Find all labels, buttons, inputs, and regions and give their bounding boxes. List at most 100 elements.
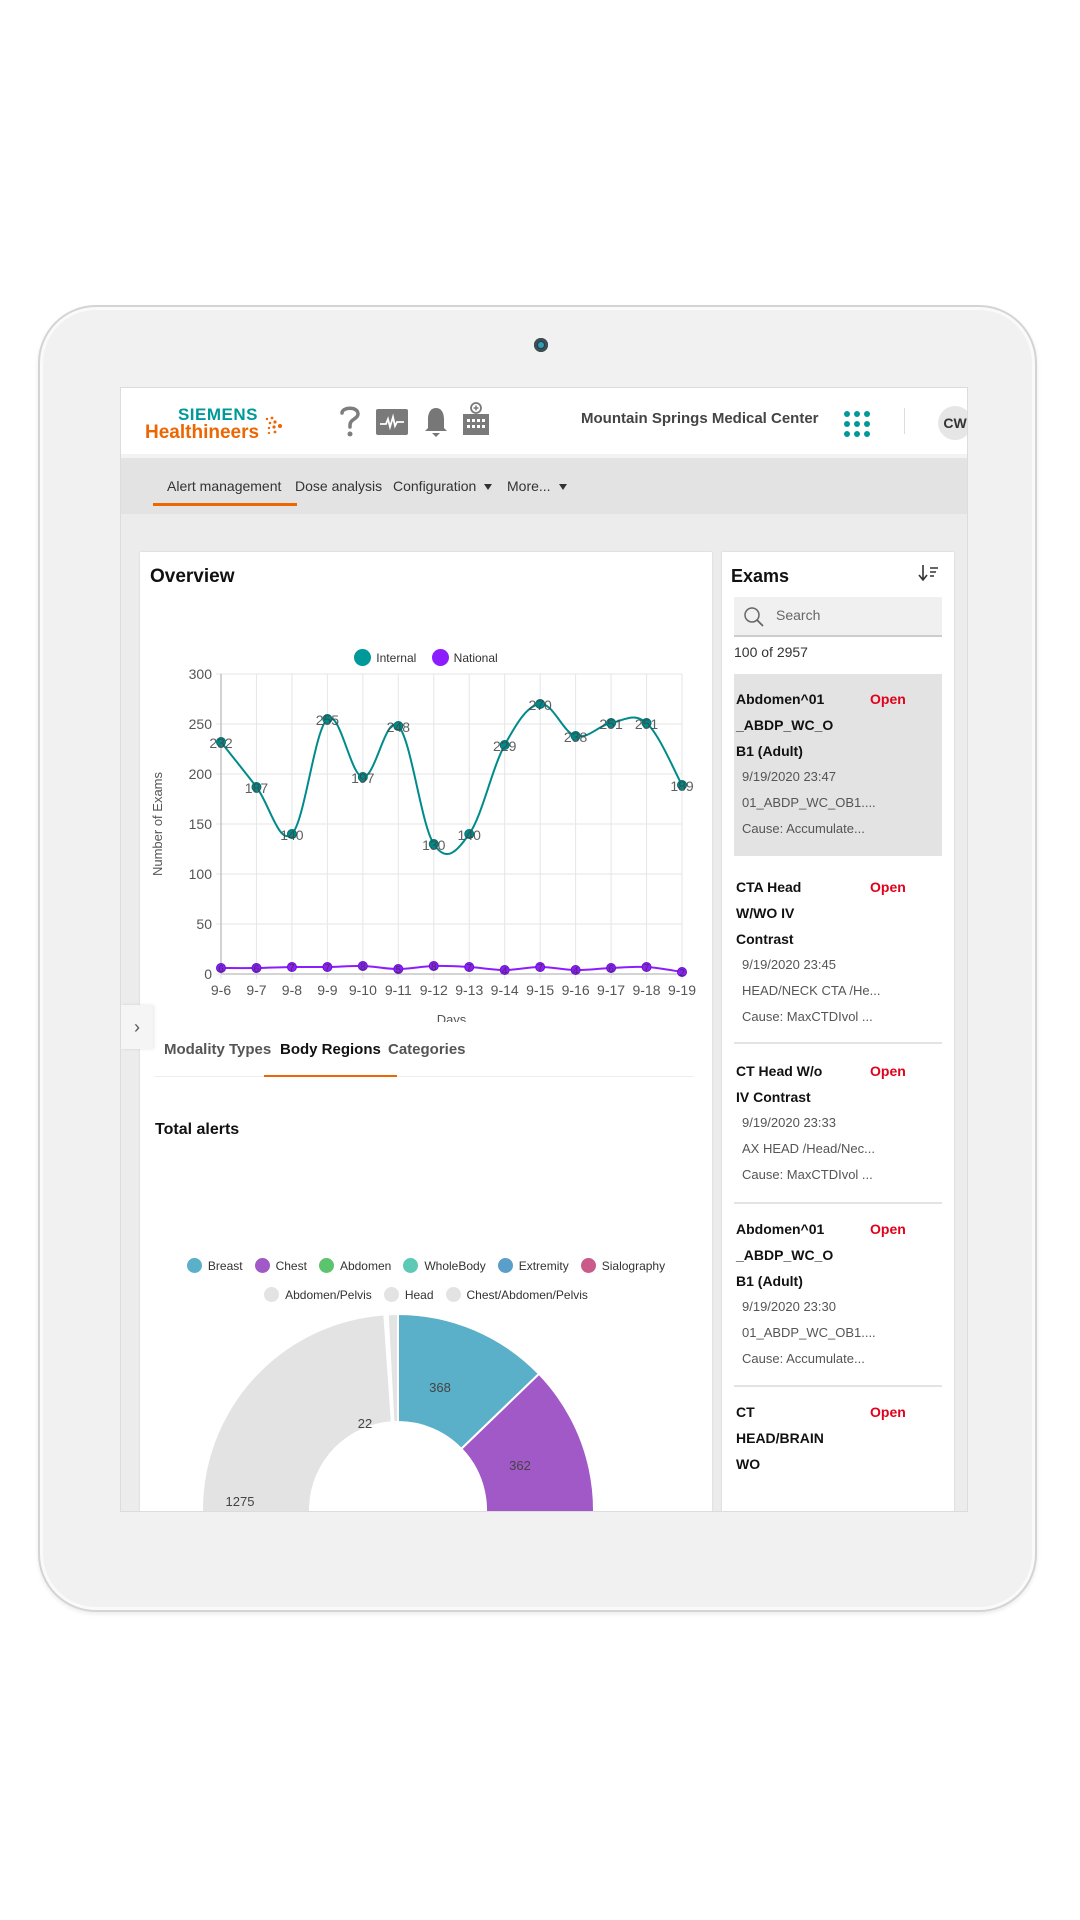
legend-swatch <box>431 649 449 666</box>
legend-item-abdomen[interactable]: Abdomen <box>318 1258 392 1273</box>
exam-cause: Cause: Accumulate... <box>742 821 865 836</box>
user-avatar[interactable]: CW <box>938 406 967 440</box>
legend-item-breast[interactable]: Breast <box>186 1258 243 1273</box>
brand-top: SIEMENS <box>177 405 258 424</box>
exams-line-chart: 0 50 100 150 200 250 300 9-6 9-7 9-8 9-9 9-10 9-11 9-… <box>150 666 696 1022</box>
monitor-pulse-icon[interactable] <box>375 408 409 436</box>
exam-status: Open <box>870 879 906 895</box>
donut-slice <box>386 1312 399 1424</box>
camera-icon <box>534 338 548 352</box>
exam-search[interactable] <box>734 597 942 637</box>
legend-label: Breast <box>207 1258 243 1273</box>
exams-title: Exams <box>731 566 790 586</box>
line-chart-legend: Internal National <box>140 649 712 669</box>
exam-list-item[interactable]: Abdomen^01 _ABDP_WC_O B1 (Adult) Open 9/19… <box>734 674 942 856</box>
total-alerts-donut-chart: 368 362 1275 22 <box>201 1312 595 1511</box>
x-tick-label: 9-16 <box>562 982 590 998</box>
help-icon[interactable] <box>339 404 361 438</box>
expand-sidebar-button[interactable]: › <box>121 1005 153 1049</box>
exam-protocol: 01_ABDP_WC_OB1.... <box>742 795 876 810</box>
x-tick-label: 9-7 <box>246 982 266 998</box>
data-point <box>570 965 581 975</box>
legend-swatch <box>264 1287 280 1302</box>
exam-cause: Cause: MaxCTDIvol ... <box>742 1167 873 1182</box>
legend-item-extremity[interactable]: Extremity <box>497 1258 569 1273</box>
donut-legend-row-1: Breast Chest Abdomen WholeBody Extremity Sial… <box>140 1258 712 1276</box>
logo-dots-icon <box>265 416 282 435</box>
legend-swatch <box>383 1287 399 1302</box>
y-tick-label: 300 <box>189 666 213 682</box>
facility-name[interactable]: Mountain Springs Medical Center <box>581 410 819 427</box>
exam-status: Open <box>870 691 906 707</box>
data-label: 8 <box>431 962 437 973</box>
data-label: 2 <box>679 968 685 979</box>
data-point <box>606 963 617 973</box>
sort-icon[interactable] <box>918 564 940 582</box>
data-point <box>499 965 510 975</box>
data-label: 7 <box>644 963 650 974</box>
legend-label: Abdomen <box>339 1258 392 1273</box>
x-tick-label: 9-10 <box>349 982 377 998</box>
data-label: 7 <box>325 963 331 974</box>
search-icon <box>744 607 764 627</box>
data-label: 6 <box>218 964 224 975</box>
legend-internal[interactable]: Internal <box>354 649 416 666</box>
data-label: 4 <box>573 966 579 977</box>
app-header: SIEMENS Healthineers <box>121 388 967 458</box>
legend-item-abdomen-pelvis[interactable]: Abdomen/Pelvis <box>264 1287 372 1302</box>
legend-item-sialography[interactable]: Sialography <box>580 1258 666 1273</box>
slice-label: 1275 <box>226 1494 255 1509</box>
search-input[interactable] <box>774 606 938 624</box>
y-tick-label: 100 <box>189 866 213 882</box>
slice-label: 368 <box>429 1380 451 1395</box>
legend-label: Chest <box>275 1258 307 1273</box>
slice-label: 22 <box>358 1416 372 1431</box>
legend-item-chest[interactable]: Chest <box>254 1258 307 1273</box>
exam-list-item[interactable]: CT Head W/o IV Contrast Open 9/19/2020 23… <box>734 1046 942 1204</box>
legend-item-chest-abdomen-pelvis[interactable]: Chest/Abdomen/Pelvis <box>445 1287 588 1302</box>
data-point <box>464 829 475 839</box>
data-point <box>251 963 262 973</box>
data-point <box>393 721 404 731</box>
apps-grid-icon[interactable] <box>843 410 871 438</box>
nav-configuration[interactable]: Configuration <box>393 458 493 514</box>
data-point <box>322 962 333 972</box>
x-axis-title: Days <box>437 1012 467 1022</box>
data-label: 251 <box>599 716 623 732</box>
legend-swatch <box>354 649 372 666</box>
nav-dose-analysis[interactable]: Dose analysis <box>295 458 382 514</box>
legend-item-head[interactable]: Head <box>383 1287 434 1302</box>
exam-list-item[interactable]: Abdomen^01 _ABDP_WC_O B1 (Adult) Open 9/19… <box>734 1204 942 1387</box>
data-point <box>641 962 652 972</box>
nav-label: More... <box>507 478 551 494</box>
exam-name: CTA Head W/WO IV Contrast <box>736 879 802 947</box>
x-tick-label: 9-17 <box>597 982 625 998</box>
y-tick-label: 0 <box>204 966 212 982</box>
legend-item-wholebody[interactable]: WholeBody <box>403 1258 486 1273</box>
exam-list-item[interactable]: CT HEAD/BRAIN WO Open <box>734 1387 942 1511</box>
siemens-healthineers-logo[interactable]: SIEMENS Healthineers <box>145 405 282 442</box>
data-label: 140 <box>280 827 304 843</box>
exam-date: 9/19/2020 23:45 <box>742 957 836 972</box>
nav-more[interactable]: More... <box>507 458 567 514</box>
legend-label: Extremity <box>518 1258 569 1273</box>
hospital-icon[interactable] <box>461 402 491 436</box>
legend-label: Abdomen/Pelvis <box>285 1287 372 1302</box>
exam-name: CT Head W/o IV Contrast <box>736 1063 823 1105</box>
exam-list-item[interactable]: CTA Head W/WO IV Contrast Open 9/19/2020 2… <box>734 862 942 1044</box>
legend-national[interactable]: National <box>431 649 498 666</box>
x-tick-label: 9-8 <box>282 982 302 998</box>
legend-label: WholeBody <box>424 1258 486 1273</box>
tab-body-regions[interactable]: Body Regions <box>264 1030 397 1077</box>
exam-protocol: 01_ABDP_WC_OB1.... <box>742 1325 876 1340</box>
nav-alert-management[interactable]: Alert management <box>152 458 298 514</box>
data-point <box>677 967 687 977</box>
legend-label: Sialography <box>601 1258 666 1273</box>
tab-modality-types[interactable]: Modality Types <box>164 1041 272 1058</box>
exam-status: Open <box>870 1404 906 1420</box>
bell-icon[interactable] <box>423 406 449 438</box>
data-label: 189 <box>670 778 694 794</box>
data-point <box>393 964 404 974</box>
app-screen: SIEMENS Healthineers <box>120 387 968 1512</box>
tab-categories[interactable]: Categories <box>388 1041 466 1058</box>
